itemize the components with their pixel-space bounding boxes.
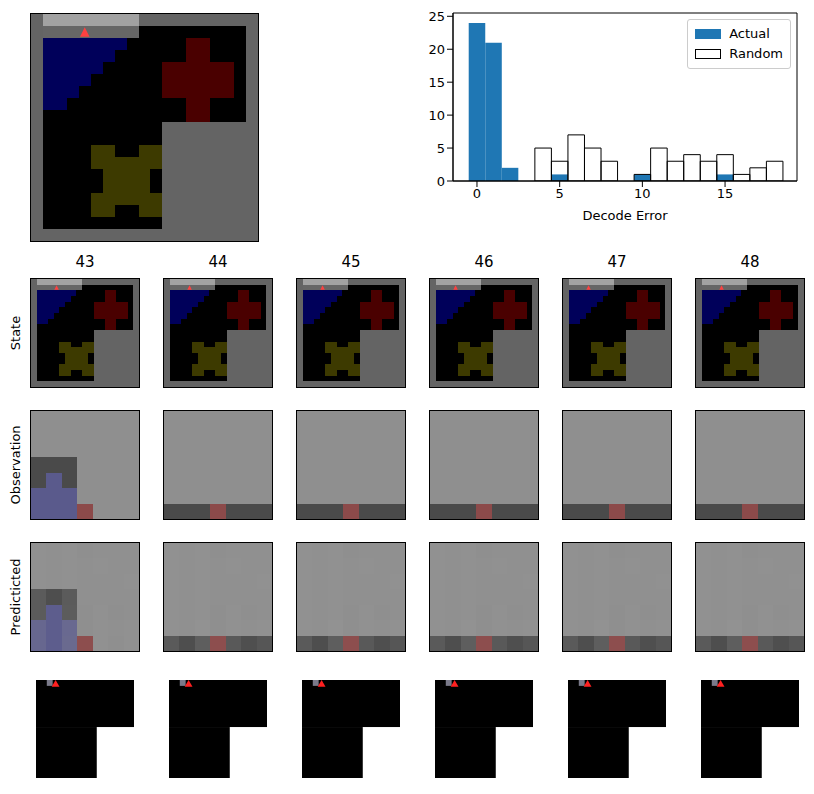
svg-text:10: 10: [428, 108, 445, 123]
svg-text:25: 25: [428, 9, 445, 24]
html-text:Actual: Actual: [729, 26, 770, 41]
svg-text:Decode Error: Decode Error: [582, 208, 668, 223]
html-text:48: 48: [740, 253, 760, 271]
html-text:46: 46: [474, 253, 494, 271]
svg-text:5: 5: [437, 141, 445, 156]
html-text:44: 44: [208, 253, 228, 271]
svg-text:15: 15: [717, 186, 734, 201]
svg-text:0: 0: [437, 174, 445, 189]
html-text:State: State: [7, 315, 23, 351]
html-text:45: 45: [341, 253, 361, 271]
svg-text:10: 10: [634, 186, 651, 201]
svg-text:5: 5: [556, 186, 564, 201]
svg-text:0: 0: [473, 186, 481, 201]
html-text:43: 43: [75, 253, 95, 271]
html-text:Observation: Observation: [7, 425, 23, 505]
html-text:Predicticted: Predicticted: [7, 558, 23, 636]
html-text:47: 47: [607, 253, 627, 271]
svg-text:20: 20: [428, 42, 445, 57]
html-text:Random: Random: [729, 46, 783, 61]
svg-text:15: 15: [428, 75, 445, 90]
